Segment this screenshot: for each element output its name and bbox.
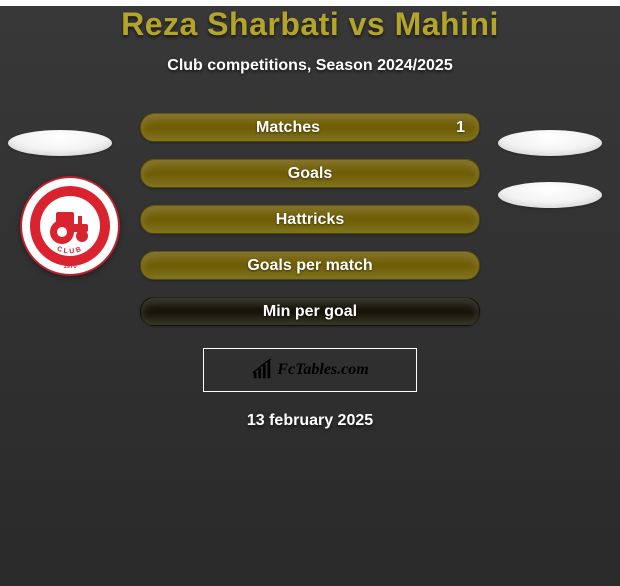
stat-row-hattricks: Hattricks (140, 205, 480, 234)
barchart-icon (251, 359, 273, 381)
side-ellipse-left (8, 130, 112, 156)
fctables-watermark: FcTables.com (203, 348, 417, 392)
stat-value: 1 (435, 119, 465, 137)
stat-row-goals-per-match: Goals per match (140, 251, 480, 280)
stat-label: Goals per match (141, 257, 479, 275)
fctables-label: FcTables.com (277, 361, 368, 379)
side-ellipse-right-1 (498, 130, 602, 156)
stat-label: Goals (141, 165, 479, 183)
svg-text:1970: 1970 (63, 264, 77, 270)
stat-row-min-per-goal: Min per goal (140, 297, 480, 326)
stat-label: Hattricks (141, 211, 479, 229)
page-title: Reza Sharbati vs Mahini (0, 6, 620, 43)
stat-row-matches: Matches1 (140, 113, 480, 142)
subtitle: Club competitions, Season 2024/2025 (0, 57, 620, 75)
stat-label: Matches (141, 119, 435, 137)
stat-label: Min per goal (141, 303, 479, 321)
date-label: 13 february 2025 (0, 412, 620, 430)
team-badge-tractor: TRACTOR CLUB 1970 (20, 176, 120, 276)
stat-row-goals: Goals (140, 159, 480, 188)
side-ellipse-right-2 (498, 182, 602, 208)
